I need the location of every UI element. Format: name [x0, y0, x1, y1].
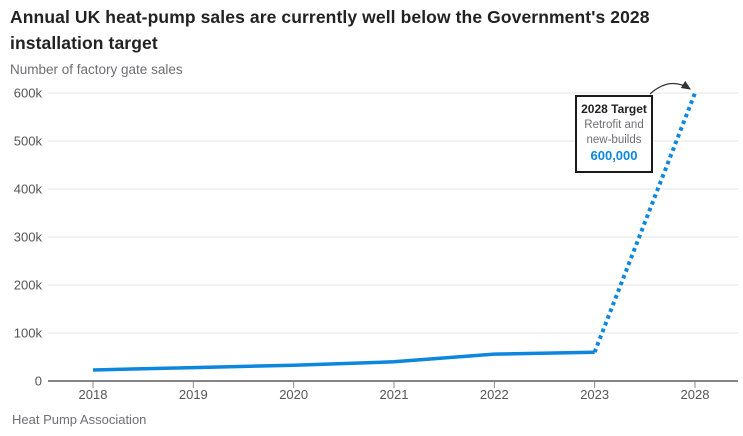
x-axis-tick-label: 2019: [179, 387, 208, 402]
x-axis-tick-label: 2022: [480, 387, 509, 402]
target-annotation-box: 2028 Target Retrofit and new-builds 600,…: [575, 95, 653, 174]
y-axis-tick-label: 300k: [14, 230, 43, 245]
x-axis-tick-label: 2020: [279, 387, 308, 402]
chart-subtitle: Number of factory gate sales: [10, 62, 183, 77]
x-axis-tick-label: 2018: [79, 387, 108, 402]
x-axis-tick-label: 2028: [681, 387, 710, 402]
y-axis-tick-label: 100k: [14, 326, 43, 341]
annotation-arrow: [649, 80, 692, 95]
chart-title: Annual UK heat-pump sales are currently …: [10, 7, 650, 53]
source-label: Heat Pump Association: [12, 412, 147, 427]
y-axis-tick-label: 400k: [14, 182, 43, 197]
target-projection-line: [592, 92, 697, 353]
x-axis-tick-label: 2023: [580, 387, 609, 402]
x-axis-tick-label: 2021: [380, 387, 409, 402]
y-axis-tick-label: 200k: [14, 278, 43, 293]
y-axis-tick-label: 500k: [14, 134, 43, 149]
annotation-description: Retrofit and new-builds: [584, 118, 644, 146]
y-axis-tick-label: 0: [35, 374, 42, 389]
annotation-value: 600,000: [590, 148, 638, 164]
annotation-heading: 2028 Target: [581, 102, 647, 116]
sales-line: [92, 350, 595, 372]
y-axis-tick-label: 600k: [14, 86, 43, 101]
